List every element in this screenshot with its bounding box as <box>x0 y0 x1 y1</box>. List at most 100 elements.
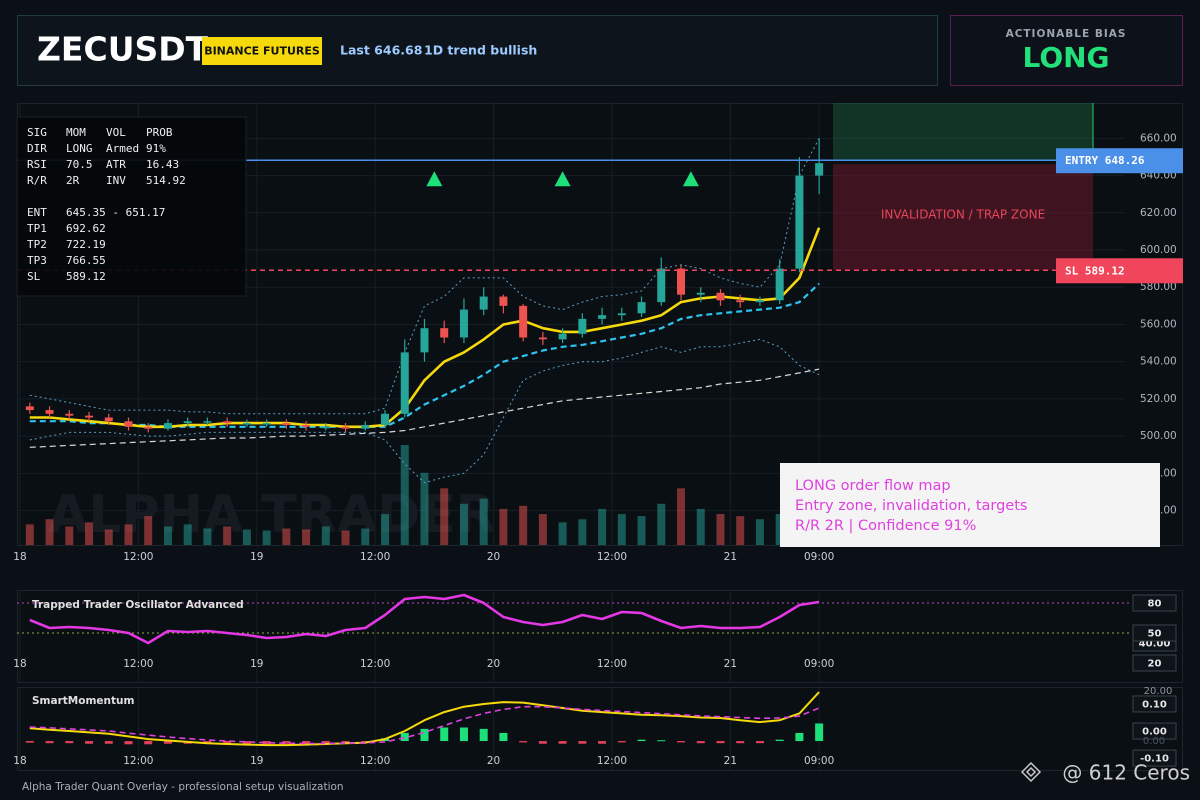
histogram-bar <box>677 741 686 743</box>
y-tick-label: -0.10 <box>1140 754 1169 765</box>
histogram-bar <box>282 741 291 744</box>
stats-cell: LONG <box>66 142 93 155</box>
histogram-bar <box>815 723 824 742</box>
volume-bar <box>558 522 567 545</box>
histogram-bar <box>795 732 804 742</box>
candle-body <box>144 426 153 429</box>
exchange-badge <box>202 37 322 65</box>
volume-bar <box>440 488 449 545</box>
histogram-bar <box>25 741 34 743</box>
note-line: LONG order flow map <box>795 478 951 494</box>
level-badge <box>1056 148 1183 174</box>
candle-body <box>282 423 291 425</box>
y-tick-box <box>1132 695 1177 713</box>
stats-cell: 589.12 <box>66 270 106 283</box>
last-price: Last 646.68 <box>340 43 422 58</box>
volume-bar <box>25 524 34 545</box>
volume-bar <box>341 530 350 545</box>
candle-body <box>775 268 784 301</box>
watermark: ALPHA TRADER <box>48 485 496 545</box>
candle-body <box>381 413 390 425</box>
candle-body <box>716 292 725 301</box>
x-tick-label: 18 <box>13 551 26 563</box>
candle-body <box>163 423 172 429</box>
volume-bar <box>321 526 330 545</box>
histogram-bar <box>755 741 764 744</box>
x-tick-label: 18 <box>13 755 26 767</box>
histogram-bar <box>479 728 488 742</box>
x-tick-label: 19 <box>250 551 263 563</box>
volume-bar <box>361 528 370 545</box>
y-tick-box <box>1132 594 1177 612</box>
histogram-bar <box>617 741 626 743</box>
note-line: R/R 2R | Confidence 91% <box>795 518 976 534</box>
histogram-bar <box>124 741 133 745</box>
footer: Alpha Trader Quant Overlay - professiona… <box>22 781 344 793</box>
stats-cell: SL <box>27 270 41 283</box>
histogram-bar <box>736 741 745 744</box>
volume-bar <box>104 529 113 545</box>
candle-body <box>65 413 74 416</box>
candle-body <box>815 163 824 176</box>
histogram-bar <box>578 741 587 744</box>
volume-bar <box>736 516 745 545</box>
y-tick-box <box>1132 654 1177 672</box>
volume-bar <box>163 526 172 545</box>
y-tick-box <box>1132 749 1177 767</box>
x-tick-label: 21 <box>724 551 737 563</box>
histogram-bar <box>321 741 330 744</box>
histogram-bar <box>558 741 567 744</box>
bias-label: ACTIONABLE BIAS <box>1006 28 1127 40</box>
candle-body <box>558 333 567 340</box>
histogram-bar <box>262 741 271 745</box>
momentum-pane <box>17 687 1183 771</box>
level-label: ENTRY 648.26 <box>1065 154 1145 167</box>
x-tick-label: 12:00 <box>360 658 390 670</box>
volume-bar <box>775 514 784 545</box>
volume-bar <box>499 508 508 545</box>
x-tick-label: 09:00 <box>804 755 834 767</box>
pane-title: Trapped Trader Oscillator Advanced <box>32 599 244 611</box>
stats-cell: 692.62 <box>66 222 106 235</box>
histogram-bar <box>104 741 113 744</box>
histogram-bar <box>637 739 646 742</box>
volume-bar <box>617 514 626 545</box>
candle-body <box>262 423 271 425</box>
y-tick-label: 660.00 <box>1140 132 1177 144</box>
volume-bar <box>755 519 764 545</box>
credit-logo <box>1020 761 1042 783</box>
stats-cell: 2R <box>66 174 80 187</box>
pane-title: SmartMomentum <box>32 695 134 707</box>
candle-body <box>440 328 449 338</box>
x-tick-label: 12:00 <box>123 658 153 670</box>
zone-label: INVALIDATION / TRAP ZONE <box>881 208 1045 222</box>
stats-cell: 645.35 - 651.17 <box>66 206 165 219</box>
x-tick-label: 09:00 <box>804 551 834 563</box>
volume-bar <box>65 526 74 545</box>
histogram-bar <box>657 740 666 742</box>
level-badge <box>1056 258 1183 284</box>
candle-body <box>519 305 528 338</box>
candle-body <box>104 417 113 422</box>
candle-body <box>499 296 508 306</box>
candle-body <box>242 423 251 425</box>
x-tick-label: 18 <box>13 658 26 670</box>
volume-bar <box>203 528 212 545</box>
candle-body <box>795 175 804 269</box>
volume-bar <box>519 505 528 545</box>
volume-bar <box>716 514 725 545</box>
candle-body <box>479 296 488 310</box>
histogram-bar <box>420 728 429 742</box>
signal-marker <box>554 171 571 187</box>
x-tick-label: 12:00 <box>597 755 627 767</box>
candle-body <box>124 421 133 427</box>
candle-body <box>223 421 232 424</box>
stats-cell: INV <box>106 174 126 187</box>
volume-bar <box>420 472 429 545</box>
stats-cell: 766.55 <box>66 254 106 267</box>
stats-cell: MOM <box>66 126 86 139</box>
level-label: SL 589.12 <box>1065 264 1125 277</box>
credit: @ 612 Ceros <box>1062 761 1190 785</box>
x-tick-label: 12:00 <box>597 658 627 670</box>
candle-body <box>85 415 94 418</box>
